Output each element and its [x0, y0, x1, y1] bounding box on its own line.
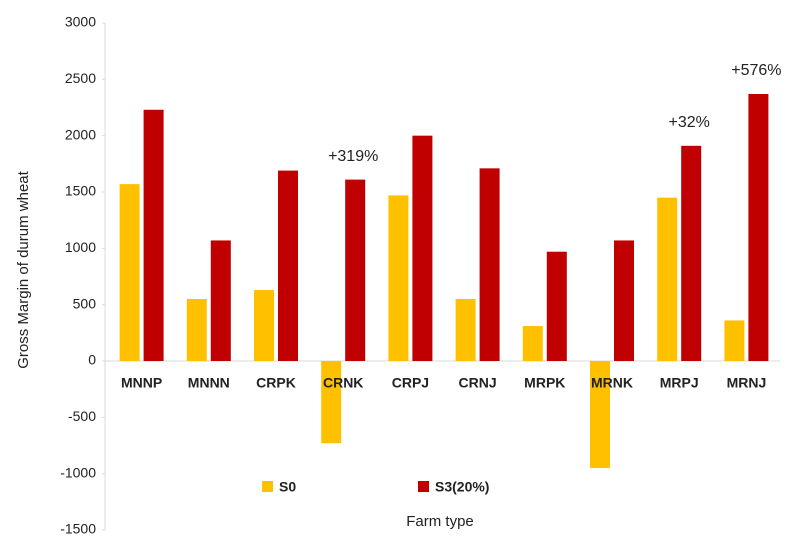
x-tick-label: MRNJ	[727, 375, 767, 391]
annotation: +319%	[328, 148, 378, 165]
x-tick-label: CRNJ	[459, 375, 497, 391]
bar	[724, 320, 745, 361]
x-tick-label: MRPK	[524, 375, 565, 391]
y-tick-label: 0	[88, 352, 96, 368]
bar	[590, 361, 610, 469]
y-axis-title: Gross Margin of durum wheat	[15, 170, 32, 368]
bar	[455, 299, 476, 361]
x-tick-label: MRNK	[591, 375, 633, 391]
bar	[321, 361, 342, 444]
x-tick-label: MNNP	[121, 375, 162, 391]
bar	[522, 326, 543, 361]
y-tick-label: 3000	[65, 14, 96, 30]
y-tick-label: -500	[68, 408, 96, 424]
bar	[143, 109, 164, 362]
y-tick-label: -1000	[60, 464, 96, 480]
annotation: +32%	[669, 114, 710, 131]
x-tick-label: MRPJ	[660, 375, 699, 391]
legend-swatch	[418, 481, 429, 492]
y-tick-label: -1500	[60, 521, 96, 537]
y-tick-label: 500	[73, 295, 97, 311]
bar	[479, 168, 500, 361]
x-tick-label: CRPJ	[392, 375, 429, 391]
bar	[388, 195, 409, 361]
bar	[546, 251, 567, 361]
bar	[186, 299, 207, 361]
annotation: +576%	[731, 62, 781, 79]
bar	[119, 184, 140, 361]
x-tick-label: MNNN	[188, 375, 230, 391]
bar	[278, 170, 298, 361]
legend-swatch	[262, 481, 273, 492]
x-tick-label: CRPK	[256, 375, 296, 391]
bar	[657, 197, 678, 361]
legend-label: S0	[279, 479, 296, 495]
bar	[681, 145, 702, 361]
y-tick-label: 1000	[65, 239, 96, 255]
bar	[412, 135, 433, 361]
bar	[614, 240, 634, 361]
y-tick-label: 2500	[65, 70, 96, 86]
legend-label: S3(20%)	[435, 479, 489, 495]
bar	[748, 93, 769, 361]
bar	[345, 179, 366, 361]
y-tick-label: 2000	[65, 126, 96, 142]
bar	[210, 240, 231, 361]
y-tick-label: 1500	[65, 183, 96, 199]
x-tick-label: CRNK	[323, 375, 363, 391]
bar	[254, 290, 274, 361]
x-axis-title: Farm type	[406, 513, 474, 530]
